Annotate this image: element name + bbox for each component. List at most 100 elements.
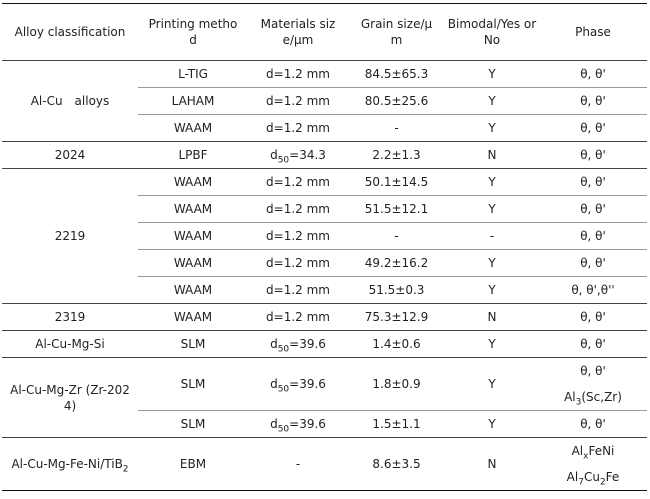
size-sub: 50 <box>277 384 290 395</box>
cell-size: d=1.2 mm <box>248 168 348 196</box>
group-alcumgfeni-label: Al-Cu-Mg-Fe-Ni/TiB <box>11 457 123 471</box>
cell-method: WAAM <box>138 303 248 331</box>
cell-method: SLM <box>138 330 248 358</box>
cell-size: d=1.2 mm <box>248 114 348 142</box>
table-row: 2024 LPBF d50=34.3 2.2±1.3 N θ, θ' <box>2 141 647 169</box>
phase1-sub: x <box>583 451 589 462</box>
group-alcumgzr-l1: Al-Cu-Mg-Zr (Zr-202 <box>10 382 130 397</box>
table-row: Al-Cu alloys L-TIG d=1.2 mm 84.5±65.3 Y … <box>2 60 647 142</box>
cell-method: LPBF <box>138 141 248 169</box>
cell-size: d=1.2 mm <box>248 60 348 88</box>
header-size-l1: Materials siz <box>260 17 336 31</box>
cell-method: WAAM <box>138 114 248 142</box>
header-method-l1: Printing metho <box>148 17 238 31</box>
phase1-post: FeNi <box>588 444 615 458</box>
cell-method: EBM <box>138 437 248 491</box>
cell-size: d=1.2 mm <box>248 249 348 277</box>
size-d: d <box>270 148 278 162</box>
size-val: =39.6 <box>289 337 326 351</box>
cell-method: SLM <box>138 357 248 411</box>
cell-bimodal: N <box>445 303 539 331</box>
header-grain-l2: m <box>390 33 403 47</box>
size-val: =39.6 <box>289 417 326 431</box>
cell-phase: θ, θ' <box>539 410 647 438</box>
cell-phase: θ, θ' <box>539 249 647 277</box>
cell-grain: 8.6±3.5 <box>348 437 445 491</box>
cell-bimodal: Y <box>445 357 539 411</box>
table-row: WAAM d=1.2 mm 51.5±12.1 Y θ, θ' <box>2 195 647 223</box>
cell-bimodal: Y <box>445 330 539 358</box>
cell-size: d50=39.6 <box>248 357 348 411</box>
cell-size: d50=39.6 <box>248 410 348 438</box>
cell-grain: 1.5±1.1 <box>348 410 445 438</box>
cell-bimodal: Y <box>445 249 539 277</box>
table-row: LAHAM d=1.2 mm 80.5±25.6 Y θ, θ' <box>2 87 647 115</box>
cell-size: d=1.2 mm <box>248 87 348 115</box>
size-sub: 50 <box>277 344 290 355</box>
table-row: Al-Cu-Mg-Fe-Ni/TiB2 EBM - 8.6±3.5 N AlxF… <box>2 437 647 491</box>
header-bimodal: Bimodal/Yes or No <box>445 3 539 61</box>
cell-method: WAAM <box>138 249 248 277</box>
header-bimodal-l1: Bimodal/Yes or <box>447 17 537 31</box>
phase2-sub2: 2 <box>599 477 606 488</box>
alloy-table: Alloy classification Printing metho d Ma… <box>2 3 647 491</box>
group-alcu: Al-Cu alloys <box>2 60 138 142</box>
header-alloy: Alloy classification <box>2 3 138 61</box>
cell-method: WAAM <box>138 195 248 223</box>
cell-phase: θ, θ' <box>539 330 647 358</box>
cell-grain: 75.3±12.9 <box>348 303 445 331</box>
cell-bimodal: Y <box>445 168 539 196</box>
cell-grain: 49.2±16.2 <box>348 249 445 277</box>
table-row: Al-Cu-Mg-Si SLM d50=39.6 1.4±0.6 Y θ, θ' <box>2 330 647 358</box>
cell-phase: θ, θ' <box>539 195 647 223</box>
cell-bimodal: Y <box>445 87 539 115</box>
cell-bimodal: Y <box>445 276 539 304</box>
phase2-mid: Cu <box>583 470 600 484</box>
cell-grain: 51.5±12.1 <box>348 195 445 223</box>
cell-grain: 84.5±65.3 <box>348 60 445 88</box>
phase1-pre: Al <box>571 444 584 458</box>
cell-phase: θ, θ' <box>539 114 647 142</box>
group-alcumgzr-l2: 4) <box>63 398 77 413</box>
cell-phase: θ, θ' <box>539 60 647 88</box>
phase-line2: Al7Cu2Fe <box>541 464 645 490</box>
cell-method: L-TIG <box>138 60 248 88</box>
phase2-pre: Al <box>564 390 576 404</box>
group-2319: 2319 <box>2 303 138 331</box>
size-d: d <box>270 377 278 391</box>
cell-size: - <box>248 437 348 491</box>
group-alcumgfeni: Al-Cu-Mg-Fe-Ni/TiB2 <box>2 437 138 491</box>
cell-bimodal: Y <box>445 195 539 223</box>
cell-size: d50=39.6 <box>248 330 348 358</box>
phase-line1: θ, θ' <box>580 364 606 378</box>
size-d: d <box>270 337 278 351</box>
cell-phase: θ, θ' <box>539 222 647 250</box>
cell-grain: 2.2±1.3 <box>348 141 445 169</box>
cell-bimodal: N <box>445 141 539 169</box>
phase2-post: (Sc,Zr) <box>581 390 622 404</box>
table-row: WAAM d=1.2 mm 51.5±0.3 Y θ, θ',θ'' <box>2 276 647 304</box>
size-sub: 50 <box>277 155 290 166</box>
table-row: 2319 WAAM d=1.2 mm 75.3±12.9 N θ, θ' <box>2 303 647 331</box>
cell-bimodal: Y <box>445 114 539 142</box>
group-alcumgzr: Al-Cu-Mg-Zr (Zr-202 4) <box>2 357 138 438</box>
header-size-l2: e/μm <box>282 33 314 47</box>
group-2219: 2219 <box>2 168 138 304</box>
header-grain-l1: Grain size/μ <box>360 17 433 31</box>
size-d: d <box>270 417 278 431</box>
header-size: Materials siz e/μm <box>248 3 348 61</box>
group-alcumgfeni-sub: 2 <box>122 464 129 475</box>
cell-method: WAAM <box>138 222 248 250</box>
cell-grain: 1.4±0.6 <box>348 330 445 358</box>
cell-phase: θ, θ' <box>539 303 647 331</box>
cell-grain: 50.1±14.5 <box>348 168 445 196</box>
header-method-l2: d <box>189 33 197 47</box>
header-grain: Grain size/μ m <box>348 3 445 61</box>
table-row: 2219 WAAM d=1.2 mm 50.1±14.5 Y θ, θ' <box>2 168 647 304</box>
phase2-sub: 7 <box>578 477 584 488</box>
cell-method: WAAM <box>138 276 248 304</box>
header-bimodal-l2: No <box>483 33 501 47</box>
cell-grain: - <box>348 114 445 142</box>
phase2-post: Fe <box>605 470 620 484</box>
cell-method: WAAM <box>138 168 248 196</box>
